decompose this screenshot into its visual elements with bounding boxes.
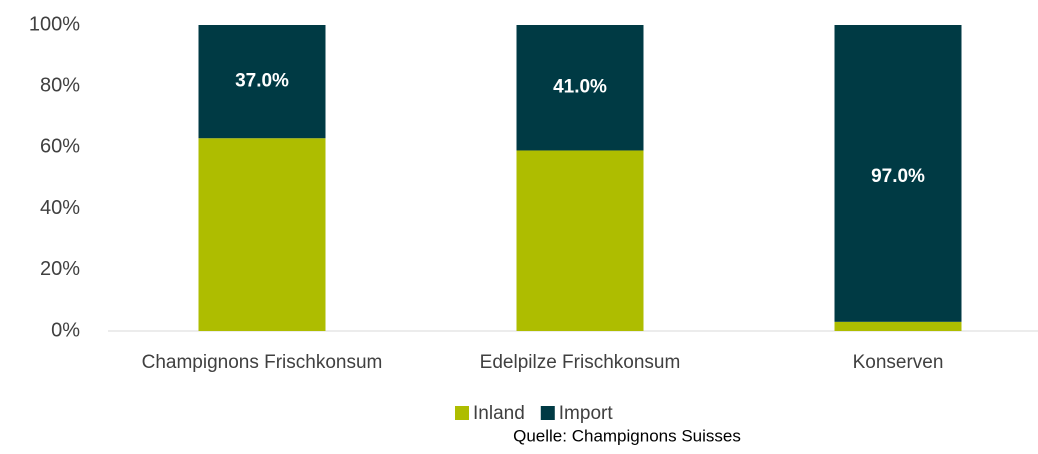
legend-label: Import: [559, 403, 614, 424]
y-tick-label: 20%: [40, 258, 80, 280]
bar-segment: [516, 25, 644, 151]
bar-segment: [834, 25, 962, 322]
data-label: 41.0%: [553, 77, 607, 98]
y-tick-label: 80%: [40, 74, 80, 96]
data-label: 37.0%: [235, 71, 289, 92]
y-tick-label: 40%: [40, 197, 80, 219]
x-tick-label: Champignons Frischkonsum: [142, 352, 383, 373]
data-label: 97.0%: [871, 166, 925, 187]
y-tick-label: 60%: [40, 136, 80, 158]
bar-segment: [516, 150, 644, 331]
y-tick-label: 100%: [29, 13, 80, 35]
bar-segment: [198, 138, 326, 331]
bar-segment: [198, 25, 326, 139]
x-tick-label: Edelpilze Frischkonsum: [480, 352, 681, 373]
source-note: Quelle: Champignons Suisses: [513, 426, 741, 445]
y-tick-label: 0%: [51, 319, 80, 341]
x-tick-label: Konserven: [853, 352, 944, 373]
legend-swatch: [540, 406, 555, 420]
legend-label: Inland: [473, 403, 525, 424]
bar-segment: [834, 321, 962, 331]
legend-swatch: [455, 406, 469, 420]
